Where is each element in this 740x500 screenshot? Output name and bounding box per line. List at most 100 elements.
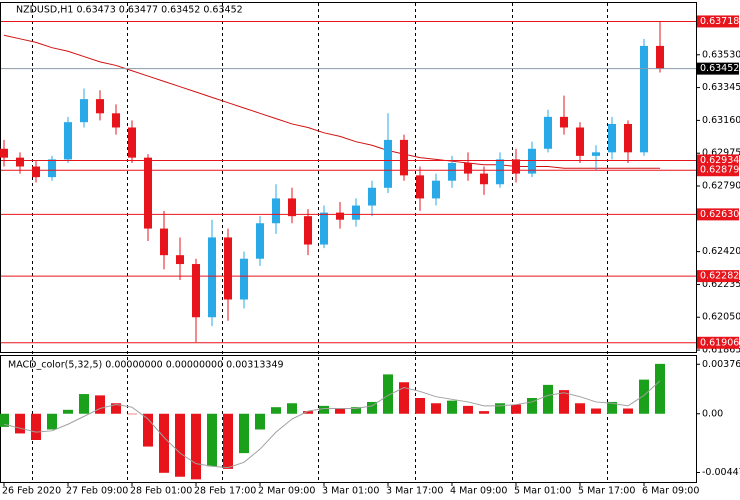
x-tick-label: 5 Mar 01:00: [514, 486, 571, 497]
x-tick-label: 3 Mar 17:00: [386, 486, 443, 497]
y-tick-label: 0.63530: [702, 49, 740, 60]
y-tick-label: 0.62790: [702, 181, 740, 192]
y-tick-label: 0.61865: [702, 345, 740, 356]
x-tick-label: 4 Mar 09:00: [450, 486, 507, 497]
current-price-label: 0.63452: [700, 63, 739, 74]
y-tick-label: 0.62975: [702, 148, 740, 159]
macd-bar: [543, 384, 553, 414]
macd-bar: [111, 403, 121, 414]
candle-body: [240, 258, 248, 300]
macd-bar: [223, 413, 233, 469]
level-label: 0.62630: [700, 209, 739, 220]
candle-body: [400, 139, 408, 176]
macd-bar: [207, 413, 217, 467]
macd-bar: [575, 403, 585, 414]
macd-bar: [655, 363, 665, 414]
x-tick-label: 26 Feb 2020: [2, 486, 61, 497]
macd-bar: [143, 413, 153, 447]
candle-body: [528, 148, 536, 174]
candle-body: [384, 139, 392, 188]
candle-body: [64, 122, 72, 160]
candle-body: [496, 159, 504, 185]
x-tick-label: 2 Mar 09:00: [258, 486, 315, 497]
macd-bar: [239, 413, 249, 454]
x-tick-label: 5 Mar 17:00: [578, 486, 635, 497]
macd-bar: [639, 379, 649, 414]
macd-bar: [79, 394, 89, 414]
level-tag: [697, 270, 739, 283]
candle-body: [192, 264, 200, 318]
candle-body: [16, 157, 24, 167]
candle-body: [656, 45, 664, 69]
candle-body: [128, 127, 136, 158]
macd-bar: [15, 413, 25, 434]
macd-bar: [63, 409, 73, 414]
macd-bar: [303, 411, 313, 414]
y-tick-label: 0.63160: [702, 115, 740, 126]
candle-body: [272, 198, 280, 224]
candle-body: [96, 99, 104, 114]
chart-title: NZDUSD,H1 0.63473 0.63477 0.63452 0.6345…: [16, 5, 243, 16]
candle-body: [304, 216, 312, 245]
level-label: 0.61906: [700, 337, 739, 348]
macd-title: MACD_color(5,32,5) 0.00000000 0.00000000…: [8, 360, 284, 371]
level-tag: [697, 336, 739, 349]
candle-body: [176, 255, 184, 265]
y-tick-label: 0.63345: [702, 82, 740, 93]
candle-body: [480, 173, 488, 185]
candle-body: [256, 223, 264, 259]
macd-bar: [431, 403, 441, 414]
macd-bar: [351, 407, 361, 414]
main-panel: [0, 2, 697, 353]
macd-bar: [255, 413, 265, 430]
x-tick-label: 28 Feb 17:00: [194, 486, 256, 497]
candle-body: [416, 175, 424, 199]
candle-body: [144, 157, 152, 229]
macd-bar: [271, 407, 281, 414]
period-separators: [32, 3, 608, 482]
y-tick-label: 0.62235: [702, 279, 740, 290]
macd-bar: [287, 403, 297, 414]
candle-body: [0, 148, 8, 158]
macd-bar: [559, 390, 569, 414]
macd-bar: [511, 404, 521, 414]
candle-body: [112, 113, 120, 128]
macd-bar: [191, 413, 201, 480]
candle-body: [336, 212, 344, 220]
macd-bar: [335, 408, 345, 414]
macd-bar: [527, 398, 537, 414]
candle-body: [80, 99, 88, 123]
candle-body: [208, 237, 216, 318]
candle-body: [320, 212, 328, 245]
level-tag: [697, 15, 739, 28]
level-label: 0.62879: [700, 165, 739, 176]
macd-panel: [0, 355, 697, 483]
y-tick-label: 0.62420: [702, 246, 740, 257]
candle-body: [576, 127, 584, 156]
y-tick-label: 0.0037693: [702, 359, 740, 370]
y-tick-label: 0.62050: [702, 312, 740, 323]
x-tick-label: 28 Feb 01:00: [130, 486, 192, 497]
y-tick-label: 0.00: [702, 408, 723, 419]
level-label: 0.62282: [700, 271, 739, 282]
macd-bar: [159, 413, 169, 473]
macd-bar: [47, 413, 57, 430]
x-tick-label: 27 Feb 09:00: [66, 486, 128, 497]
candle-body: [560, 116, 568, 128]
x-tick-label: 6 Mar 09:00: [642, 486, 699, 497]
macd-bar: [623, 408, 633, 414]
candle-body: [352, 205, 360, 220]
macd-bar: [31, 413, 41, 440]
level-tag: [697, 154, 739, 167]
candle-body: [160, 228, 168, 256]
macd-bar: [95, 395, 105, 414]
candle-body: [368, 187, 376, 206]
macd-bar: [399, 382, 409, 414]
candle-body: [432, 180, 440, 199]
candle-body: [512, 159, 520, 174]
candle-body: [32, 166, 40, 178]
candle-body: [48, 159, 56, 178]
candle-body: [608, 123, 616, 153]
macd-bar: [591, 408, 601, 414]
